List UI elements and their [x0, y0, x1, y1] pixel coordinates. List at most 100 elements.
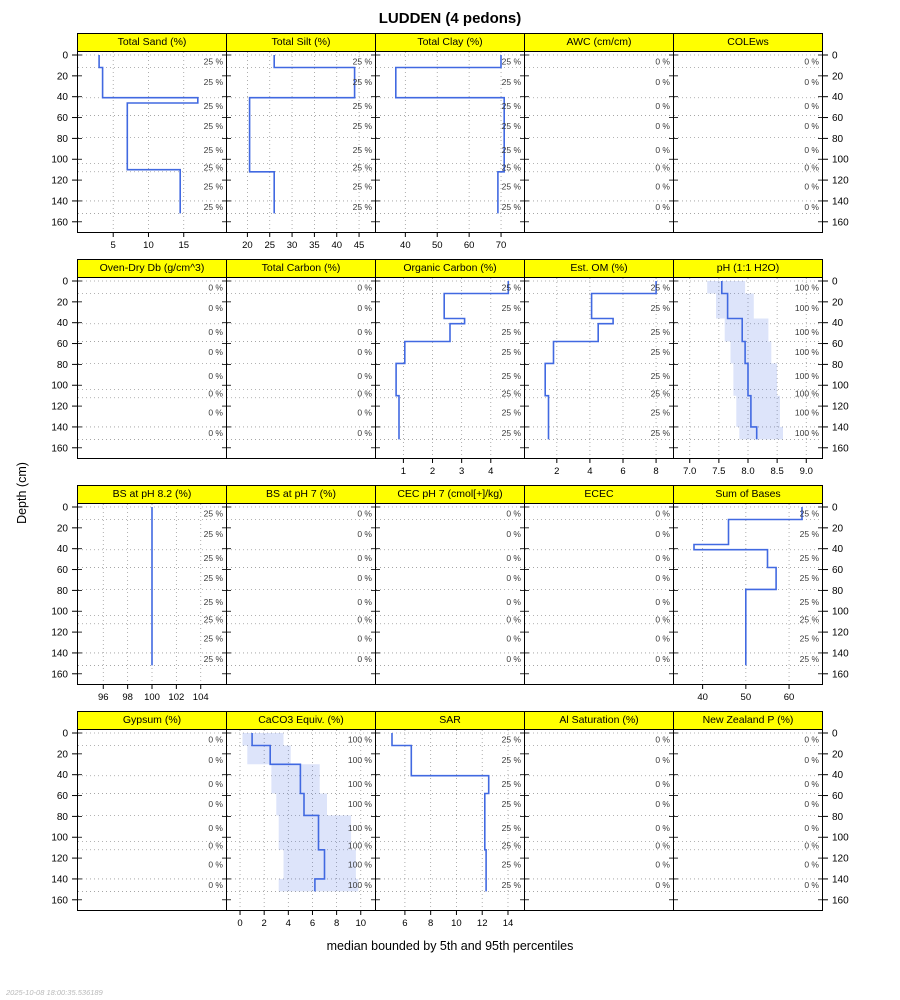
depth-tick-label: 160: [51, 443, 68, 454]
x-tick-label: 1: [401, 466, 406, 477]
depth-tick-label: 0: [832, 503, 838, 514]
depth-axis-right: 0 20 40 60 80 100 120 140 160: [823, 729, 849, 906]
x-tick-label: 8.5: [771, 466, 784, 477]
panel-title: AWC (cm/cm): [524, 33, 674, 51]
contribution-label: 25 %: [800, 615, 820, 625]
contribution-label: 0 %: [506, 553, 521, 563]
depth-tick-label: 40: [57, 318, 69, 329]
x-tick-label: 35: [309, 240, 320, 251]
x-axis: [673, 911, 823, 937]
x-tick-label: 25: [264, 240, 275, 251]
contribution-label: 0 %: [804, 202, 819, 212]
x-tick-label: 70: [496, 240, 507, 251]
contribution-label: 0 %: [208, 841, 223, 851]
median-line: [98, 55, 199, 214]
depth-tick-label: 140: [51, 422, 68, 433]
contribution-label: 100 %: [795, 303, 820, 313]
depth-tick-label: 140: [832, 196, 849, 207]
x-tick-label: 5: [111, 240, 116, 251]
contribution-label: 25 %: [502, 407, 522, 417]
contribution-label: 25 %: [204, 77, 224, 87]
panel-plot: 0 % 0 % 0 % 0 % 0 % 0 % 0 % 0 %: [375, 503, 525, 685]
panel-plot: 100 % 100 % 100 % 100 % 100 % 100 % 100 % 100 %: [226, 729, 376, 911]
contribution-label: 0 %: [804, 181, 819, 191]
contribution-label: 0 %: [208, 428, 223, 438]
contribution-label: 0 %: [208, 371, 223, 381]
x-tick-label: 15: [178, 240, 189, 251]
x-tick-label: 100: [144, 692, 160, 703]
contribution-label: 0 %: [804, 823, 819, 833]
panel-plot: 25 % 25 % 25 % 25 % 25 % 25 % 25 % 25 %: [524, 277, 674, 459]
contribution-label: 25 %: [502, 347, 522, 357]
contribution-label: 0 %: [804, 841, 819, 851]
median-line: [251, 733, 326, 892]
panel-title: COLEws: [673, 33, 823, 51]
contribution-label: 0 %: [357, 615, 372, 625]
contribution-label: 25 %: [502, 859, 522, 869]
contribution-label: 25 %: [204, 121, 224, 131]
contribution-label: 0 %: [655, 529, 670, 539]
contribution-label: 0 %: [655, 841, 670, 851]
contribution-label: 25 %: [800, 508, 820, 518]
depth-axis-left: 0 20 40 60 80 100 120 140 160: [51, 51, 77, 228]
x-tick-label: 60: [784, 692, 795, 703]
depth-tick-label: 80: [57, 812, 69, 823]
panel-colews: COLEws 0 % 0 % 0 % 0 % 0 % 0 % 0 % 0 %: [673, 33, 823, 259]
contribution-label: 25 %: [502, 282, 522, 292]
contribution-label: 25 %: [651, 303, 671, 313]
depth-tick-label: 100: [832, 381, 849, 392]
panel-plot: 0 % 0 % 0 % 0 % 0 % 0 % 0 % 0 %: [226, 503, 376, 685]
depth-tick-label: 0: [62, 729, 68, 740]
depth-axis-right: 0 20 40 60 80 100 120 140 160: [823, 503, 849, 680]
contribution-label: 0 %: [357, 428, 372, 438]
depth-tick-label: 40: [57, 92, 69, 103]
panel-plot: 0 % 0 % 0 % 0 % 0 % 0 % 0 % 0 %: [77, 277, 227, 459]
panel-plot: 25 % 25 % 25 % 25 % 25 % 25 % 25 % 25 %: [375, 729, 525, 911]
contribution-label: 25 %: [651, 389, 671, 399]
panel-total-carbon: Total Carbon (%) 0 % 0 % 0 % 0 % 0 % 0 % 0 % 0 %: [226, 259, 376, 485]
contribution-label: 25 %: [651, 347, 671, 357]
contribution-label: 0 %: [357, 597, 372, 607]
contribution-label: 0 %: [208, 880, 223, 890]
contribution-label: 25 %: [353, 77, 373, 87]
median-line: [693, 507, 803, 666]
x-tick-label: 4: [587, 466, 592, 477]
x-tick-label: 8.0: [741, 466, 754, 477]
depth-tick-label: 0: [832, 277, 838, 288]
x-tick-label: 60: [464, 240, 475, 251]
contribution-label: 25 %: [502, 77, 522, 87]
contribution-label: 0 %: [506, 654, 521, 664]
contribution-label: 25 %: [204, 573, 224, 583]
depth-tick-label: 60: [832, 339, 844, 350]
contribution-label: 100 %: [348, 880, 373, 890]
contribution-label: 0 %: [357, 303, 372, 313]
x-tick-label: 7.0: [683, 466, 696, 477]
depth-tick-label: 160: [832, 217, 849, 228]
x-tick-label: 8: [428, 918, 433, 929]
panel-title: Total Sand (%): [77, 33, 227, 51]
median-line: [395, 55, 505, 214]
x-axis: 20 25 30 35 40 45: [242, 233, 364, 251]
x-axis: [673, 233, 823, 259]
contribution-label: 25 %: [204, 508, 224, 518]
contribution-label: 0 %: [506, 597, 521, 607]
contribution-label: 25 %: [353, 145, 373, 155]
x-tick-label: 7.5: [712, 466, 725, 477]
contribution-label: 25 %: [204, 101, 224, 111]
depth-tick-label: 40: [832, 92, 844, 103]
x-tick-label: 50: [741, 692, 752, 703]
panel-title: Al Saturation (%): [524, 711, 674, 729]
depth-tick-label: 100: [832, 155, 849, 166]
depth-tick-label: 100: [832, 607, 849, 618]
contribution-label: 0 %: [506, 615, 521, 625]
panel-plot: 0 % 0 % 0 % 0 % 0 % 0 % 0 % 0 %: [673, 51, 823, 233]
depth-tick-label: 160: [832, 669, 849, 680]
depth-tick-label: 160: [832, 443, 849, 454]
timestamp: 2025-10-08 18:00:35.536189: [6, 988, 103, 997]
depth-tick-label: 20: [57, 71, 69, 82]
contribution-label: 0 %: [357, 508, 372, 518]
contribution-label: 25 %: [353, 121, 373, 131]
depth-tick-label: 140: [51, 648, 68, 659]
x-axis: 7.0 7.5 8.0 8.5 9.0: [683, 459, 813, 477]
depth-tick-label: 80: [832, 812, 844, 823]
